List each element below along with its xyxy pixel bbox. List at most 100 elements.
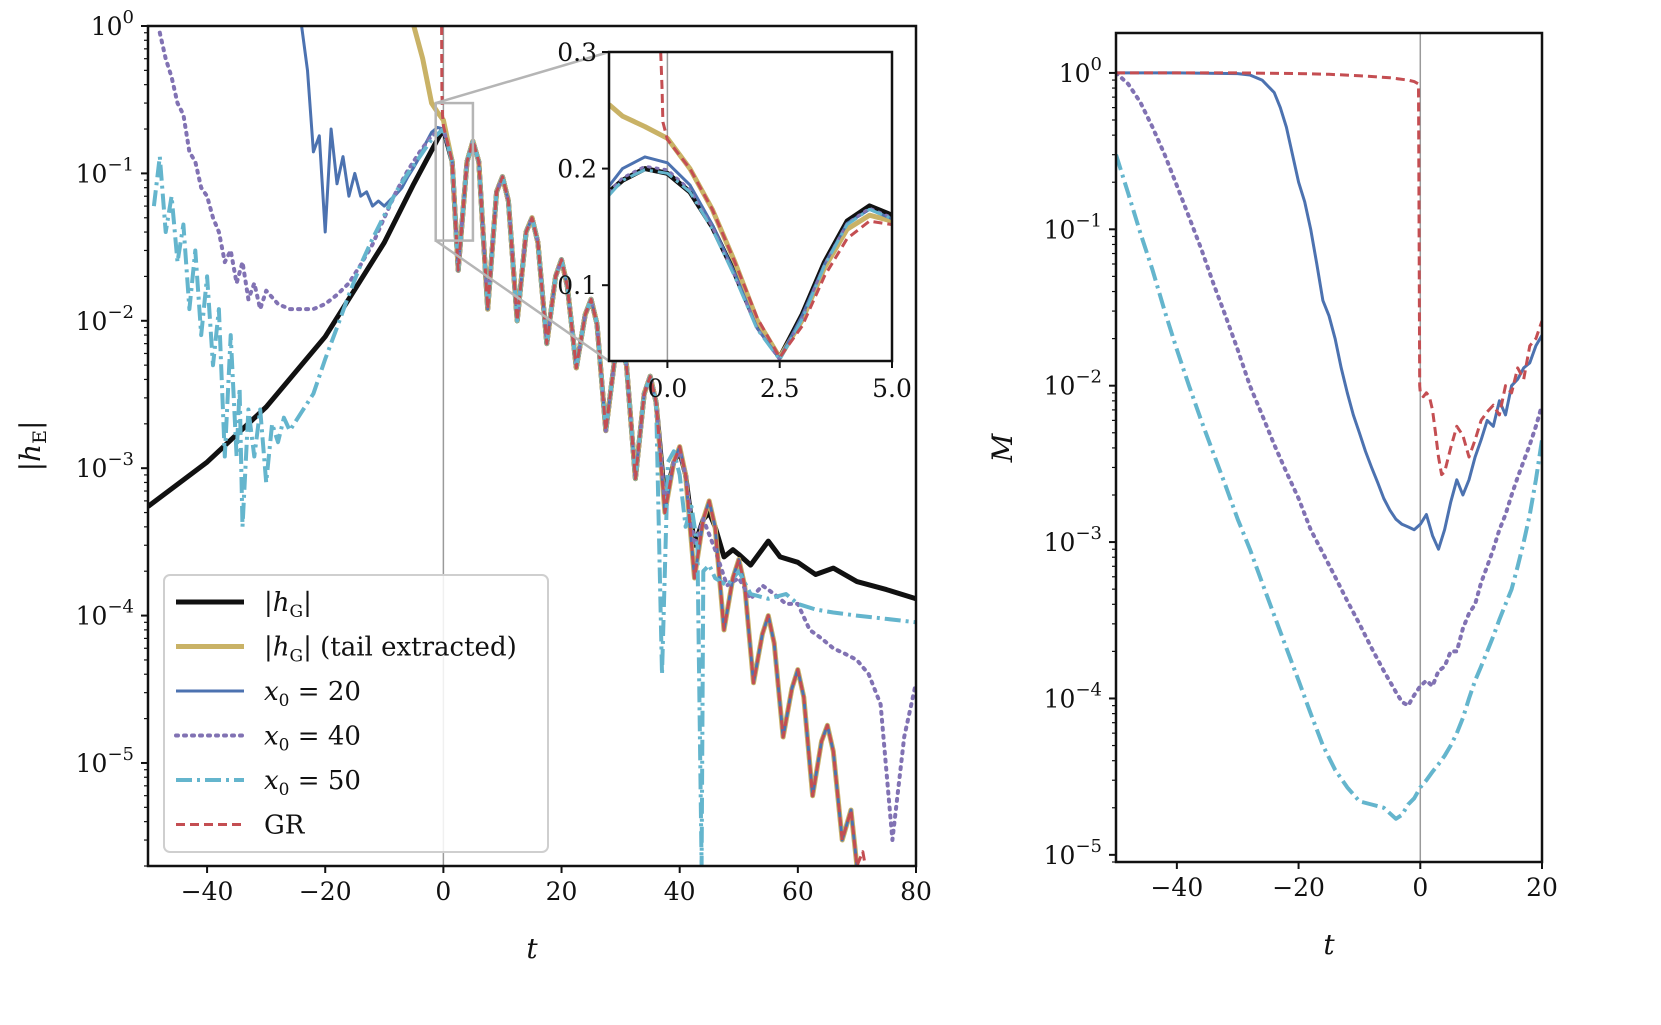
left-ytick-exponent: −4 (107, 597, 134, 618)
left-xtick-label: 20 (546, 877, 578, 906)
right-ytick-label: 10−1 (1044, 210, 1102, 244)
legend-x: x (264, 722, 279, 752)
right-ytick-base: 10 (1044, 684, 1076, 713)
right-ytick-label: 100 (1059, 54, 1102, 88)
legend-bar: | (303, 588, 312, 618)
inset-series-x0-40 (609, 164, 892, 361)
inset-xtick-label: 5.0 (872, 374, 912, 403)
left-ytick-label: 10−4 (76, 597, 134, 631)
inset-xtick-label: 0.0 (648, 374, 688, 403)
inset-plot-area (609, 52, 892, 361)
left-ytick-base: 10 (91, 12, 123, 41)
right-xtick-label: 20 (1526, 873, 1558, 902)
left-xtick-label: 40 (664, 877, 696, 906)
left-ytick-label: 10−5 (76, 744, 134, 778)
inset-axes: 0.0 2.5 5.0 0.1 0.2 0.3 (557, 38, 912, 403)
left-ytick-exponent: 0 (123, 7, 134, 28)
left-ylabel-symbol: h (14, 444, 47, 462)
zoom-connector-bottom (434, 239, 610, 363)
left-ytick-exponent: −1 (107, 154, 134, 175)
right-ytick-label: 10−4 (1044, 679, 1102, 713)
legend-bar: | (264, 588, 273, 618)
inset-zoom-guides (434, 50, 610, 363)
legend-sub: 0 (279, 780, 290, 800)
right-ytick-exponent: 0 (1091, 54, 1102, 75)
left-ytick-label: 100 (91, 7, 134, 41)
legend-label-hg-tail-extracted: |hG| (tail extracted) (264, 633, 517, 667)
inset-ytick-label: 0.2 (557, 155, 597, 184)
legend-label-x0-50: x0 = 50 (264, 766, 361, 800)
left-ylabel-subscript: E (29, 430, 51, 444)
right-xlabel: t (1323, 928, 1335, 961)
right-series-group (1116, 33, 1542, 862)
right-plot-area (1116, 33, 1542, 862)
legend-sub: G (290, 647, 304, 667)
inset-ytick-label: 0.1 (557, 271, 597, 300)
right-ytick-exponent: −2 (1075, 367, 1102, 388)
inset-series-group (609, 52, 892, 361)
left-ytick-base: 10 (76, 749, 108, 778)
inset-series-gr (659, 52, 892, 359)
legend-rest: = 40 (290, 722, 361, 752)
inset-frame (607, 50, 894, 363)
left-ylabel-bar-close: | (14, 421, 47, 430)
right-ytick-exponent: −3 (1075, 523, 1102, 544)
left-ytick-exponent: −2 (107, 302, 134, 323)
left-ytick-base: 10 (76, 159, 108, 188)
right-xtick-label: −20 (1272, 873, 1325, 902)
left-ytick-label: 10−2 (76, 302, 134, 336)
inset-ytick-label: 0.3 (557, 38, 597, 67)
right-series-x0-20 (1116, 71, 1542, 551)
legend-rest: = 20 (290, 677, 361, 707)
left-ytick-label: 10−3 (76, 449, 134, 483)
left-ylabel-bar-open: | (14, 462, 47, 471)
legend-label-x0-20: x0 = 20 (264, 677, 361, 711)
right-ytick-label: 10−3 (1044, 523, 1102, 557)
legend-box (163, 574, 549, 853)
legend-sub: 0 (279, 736, 290, 756)
right-series-x0-50 (1116, 154, 1542, 821)
left-axes: −40 −20 0 20 40 60 8010−510−410−310−210−1100t|… (14, 7, 932, 965)
legend-sub: 0 (279, 691, 290, 711)
legend-label-gr: GR (264, 811, 306, 841)
legend-h: h (273, 633, 290, 663)
legend-bar: | (264, 633, 273, 663)
left-ytick-exponent: −5 (107, 744, 134, 765)
left-xtick-label: −40 (181, 877, 234, 906)
right-ytick-base: 10 (1044, 841, 1076, 870)
right-xtick-label: 0 (1412, 873, 1428, 902)
left-xtick-label: −20 (299, 877, 352, 906)
left-series-gr (440, 26, 867, 866)
right-series-x0-40 (1116, 70, 1542, 708)
left-series-group (148, 26, 916, 866)
left-xtick-label: 60 (782, 877, 814, 906)
right-ylabel: M (986, 432, 1019, 463)
left-ytick-label: 10−1 (76, 154, 134, 188)
legend-x: x (264, 677, 279, 707)
left-ytick-exponent: −3 (107, 449, 134, 470)
legend-x: x (264, 766, 279, 796)
right-ytick-exponent: −1 (1075, 210, 1102, 231)
left-series-x0-50 (151, 127, 916, 866)
right-ytick-label: 10−2 (1044, 367, 1102, 401)
legend-sub: G (290, 602, 304, 622)
legend-rest: = 50 (290, 766, 361, 796)
right-ytick-base: 10 (1059, 59, 1091, 88)
left-frame (146, 24, 918, 868)
inset-xtick-label: 2.5 (760, 374, 800, 403)
right-series-gr (1116, 71, 1542, 477)
left-ylabel: |hE| (14, 421, 51, 472)
left-xlabel: t (526, 932, 538, 965)
left-ytick-base: 10 (76, 454, 108, 483)
right-xtick-label: −40 (1150, 873, 1203, 902)
right-ytick-base: 10 (1044, 215, 1076, 244)
left-xtick-label: 0 (435, 877, 451, 906)
right-ytick-exponent: −5 (1075, 836, 1102, 857)
legend-label-x0-40: x0 = 40 (264, 722, 361, 756)
left-ytick-base: 10 (76, 602, 108, 631)
zoom-rectangle (434, 101, 475, 242)
legend-bar: | (tail extracted) (303, 633, 517, 663)
